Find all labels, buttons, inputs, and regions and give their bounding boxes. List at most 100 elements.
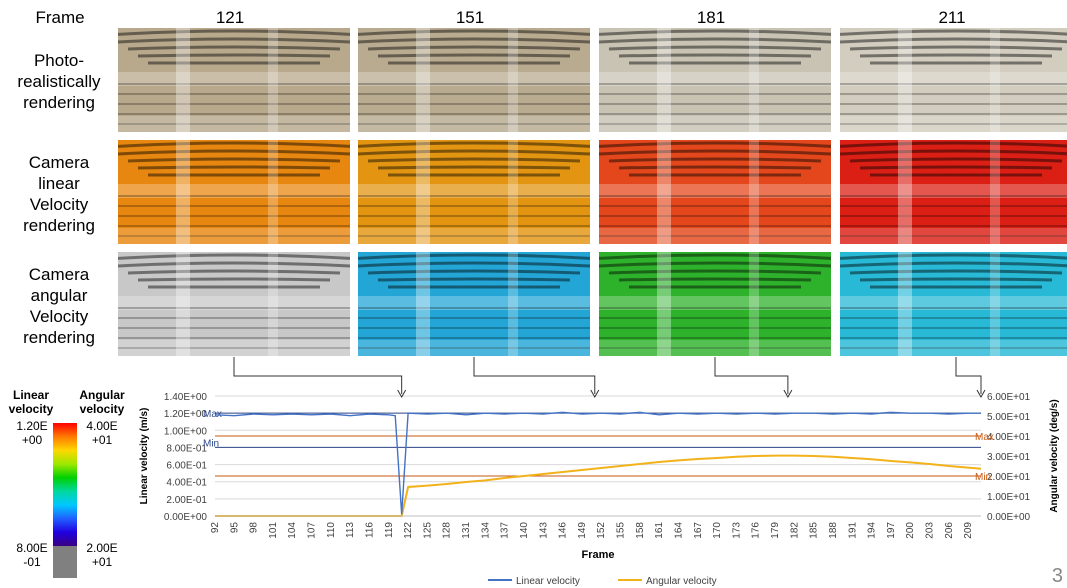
x-tick-label: 134 xyxy=(480,522,491,539)
right-tick-label: 1.00E+01 xyxy=(987,492,1031,503)
x-tick-label: 173 xyxy=(731,522,742,539)
legend-linear-min: 8.00E -01 xyxy=(16,541,48,569)
color-below-min xyxy=(53,546,77,578)
x-tick-label: 176 xyxy=(751,522,762,539)
linear-velocity-tile-181 xyxy=(599,140,831,244)
right-tick-label: 0.00E+00 xyxy=(987,512,1031,523)
x-tick-label: 95 xyxy=(229,522,240,534)
x-tick-label: 98 xyxy=(249,522,260,534)
linear-velocity-tile-211 xyxy=(840,140,1067,244)
left-tick-label: 1.00E+00 xyxy=(164,426,208,437)
x-tick-label: 122 xyxy=(403,522,414,539)
left-tick-label: 0.00E+00 xyxy=(164,512,208,523)
x-tick-label: 131 xyxy=(461,522,472,539)
x-tick-label: 107 xyxy=(307,522,318,539)
y-axis-right-label: Angular velocity (deg/s) xyxy=(1049,399,1060,512)
x-tick-label: 110 xyxy=(326,522,337,538)
x-tick-label: 179 xyxy=(770,522,781,539)
x-tick-label: 197 xyxy=(886,522,897,539)
left-tick-label: 8.00E-01 xyxy=(166,443,207,454)
legend-angular-title: Angular velocity xyxy=(79,388,125,416)
x-tick-label: 101 xyxy=(268,522,279,539)
left-tick-label: 2.00E-01 xyxy=(166,495,207,506)
color-scale-bar xyxy=(53,423,77,578)
linear-velocity-tile-121 xyxy=(118,140,350,244)
row-label-line: angular xyxy=(30,286,88,305)
left-tick-label: 1.20E+00 xyxy=(164,409,208,420)
photo-tile-181 xyxy=(599,28,831,132)
row-label-angular: Camera angular Velocity rendering xyxy=(0,264,118,348)
frame-number-181: 181 xyxy=(696,8,726,27)
x-tick-label: 155 xyxy=(616,522,627,539)
frame-column-label: Frame xyxy=(35,8,85,27)
x-tick-label: 113 xyxy=(345,522,356,538)
x-tick-label: 149 xyxy=(577,522,588,539)
photo-tile-151 xyxy=(358,28,590,132)
linear-min-annotation: Min xyxy=(203,438,219,449)
row-label-line: rendering xyxy=(23,216,95,235)
left-tick-label: 1.40E+00 xyxy=(164,392,208,403)
x-tick-label: 116 xyxy=(364,522,375,538)
frame-number-211: 211 xyxy=(938,8,966,27)
x-tick-label: 128 xyxy=(442,522,453,539)
x-tick-label: 188 xyxy=(828,522,839,539)
photo-tile-211 xyxy=(840,28,1067,132)
angular-max-annotation: Max xyxy=(975,432,994,443)
legend-linear-label: Linear velocity xyxy=(516,576,580,587)
legend-angular-label: Angular velocity xyxy=(646,576,717,587)
left-tick-label: 6.00E-01 xyxy=(166,461,207,472)
row-label-line: rendering xyxy=(23,93,95,112)
angular-velocity-tile-151 xyxy=(358,252,590,356)
row-label-line: Camera xyxy=(28,153,90,172)
x-axis-label: Frame xyxy=(581,549,614,561)
right-tick-label: 4.00E+01 xyxy=(987,432,1031,443)
x-tick-label: 203 xyxy=(925,522,936,539)
velocity-chart: 0.00E+00 2.00E-01 4.00E-01 6.00E-01 8.00E-01… xyxy=(139,392,1060,587)
row-label-line: Camera xyxy=(28,265,90,284)
left-tick-label: 4.00E-01 xyxy=(166,478,207,489)
x-tick-label: 164 xyxy=(673,522,684,539)
x-tick-label: 200 xyxy=(905,522,916,539)
angular-velocity-line xyxy=(215,454,982,517)
right-tick-label: 6.00E+01 xyxy=(987,392,1031,403)
x-tick-label: 125 xyxy=(422,522,433,539)
page-number: 3 xyxy=(1051,565,1063,587)
x-tick-label: 146 xyxy=(558,522,569,539)
legend-angular-min: 2.00E +01 xyxy=(86,541,118,569)
row-label-line: linear xyxy=(38,174,80,193)
x-tick-label: 191 xyxy=(847,522,858,539)
x-tick-label: 92 xyxy=(210,522,221,534)
x-tick-label: 170 xyxy=(712,522,723,539)
photo-tile-121 xyxy=(118,28,350,132)
legend-angular-max: 4.00E +01 xyxy=(86,419,118,447)
row-label-linear: Camera linear Velocity rendering xyxy=(0,152,118,236)
x-tick-label: 182 xyxy=(789,522,800,539)
x-tick-label: 161 xyxy=(654,522,665,539)
row-label-line: Photo- xyxy=(33,51,85,70)
x-tick-label: 158 xyxy=(635,522,646,539)
x-tick-label: 140 xyxy=(519,522,530,539)
row-label-line: rendering xyxy=(23,328,95,347)
x-tick-label: 119 xyxy=(384,522,395,538)
x-tick-label: 167 xyxy=(693,522,704,539)
x-tick-label: 185 xyxy=(809,522,820,539)
x-tick-label: 152 xyxy=(596,522,607,539)
frame-number-151: 151 xyxy=(455,8,485,27)
row-label-line: Velocity xyxy=(29,307,89,326)
right-tick-label: 2.00E+01 xyxy=(987,472,1031,483)
x-tick-label: 104 xyxy=(287,522,298,539)
angular-velocity-tile-181 xyxy=(599,252,831,356)
row-label-line: Velocity xyxy=(29,195,89,214)
angular-velocity-tile-121 xyxy=(118,252,350,356)
right-tick-label: 5.00E+01 xyxy=(987,412,1031,423)
frame-number-121: 121 xyxy=(215,8,245,27)
x-tick-label: 194 xyxy=(867,522,878,539)
right-tick-label: 3.00E+01 xyxy=(987,452,1031,463)
color-gradient xyxy=(53,423,77,546)
y-axis-left-label: Linear velocity (m/s) xyxy=(139,408,150,505)
legend-linear-title: Linear velocity xyxy=(8,388,54,416)
linear-velocity-line xyxy=(214,411,981,515)
angular-velocity-tile-211 xyxy=(840,252,1067,356)
legend-linear-max: 1.20E +00 xyxy=(16,419,48,447)
x-tick-label: 209 xyxy=(963,522,974,539)
